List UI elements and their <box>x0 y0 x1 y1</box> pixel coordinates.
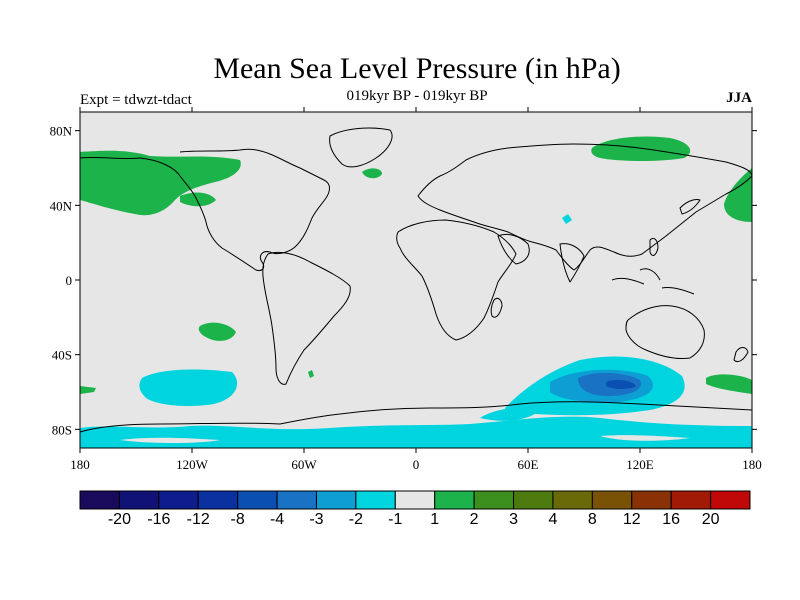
y-tick-label: 80S <box>52 422 72 437</box>
experiment-label: Expt = tdwzt-tdact <box>80 92 192 108</box>
anomaly-south-indian-center <box>606 379 636 389</box>
x-tick-label: 120E <box>626 457 654 472</box>
colorbar-label: 12 <box>623 511 641 528</box>
colorbar-swatch <box>513 490 554 510</box>
colorbar-label: -3 <box>309 511 323 528</box>
x-tick-label: 0 <box>413 457 420 472</box>
map-title: Mean Sea Level Pressure (in hPa) <box>213 52 621 85</box>
anomaly-south-pacific <box>139 369 238 406</box>
coast-arabia <box>497 233 530 265</box>
anomaly-southeast-pacific <box>198 322 236 341</box>
map-subtitle: 019kyr BP - 019kyr BP <box>346 88 488 104</box>
colorbar-label: -12 <box>187 511 210 528</box>
colorbar-swatch <box>315 490 357 510</box>
x-tick-label: 60W <box>291 457 317 472</box>
anomaly-green-spot <box>80 386 96 394</box>
y-axis: 80N 40N 0 40S 80S <box>50 124 757 437</box>
coastlines <box>80 127 752 433</box>
anomaly-near-new-zealand <box>706 374 752 394</box>
coast-greenland <box>329 127 393 168</box>
colorbar-swatch <box>79 490 120 510</box>
colorbar: -20 -16 -12 -8 -4 -3 -2 -1 1 2 3 4 8 12 16 20 <box>79 490 751 528</box>
y-tick-label: 0 <box>66 273 73 288</box>
colorbar-swatch <box>552 490 593 510</box>
colorbar-label: 3 <box>509 511 518 528</box>
colorbar-swatch <box>197 490 239 510</box>
colorbar-label: 4 <box>548 511 557 528</box>
anomaly-western-north-pacific <box>724 168 752 222</box>
anomaly-green-spot <box>362 168 382 179</box>
anomaly-antarctic-gap <box>120 437 220 443</box>
y-tick-label: 40N <box>50 198 73 213</box>
season-label: JJA <box>726 90 752 106</box>
anomaly-south-indian-west <box>480 408 540 421</box>
coast-south-america <box>262 251 351 385</box>
coast-antarctica <box>80 401 752 433</box>
coast-australia <box>625 305 705 359</box>
coast-philippines <box>649 237 659 256</box>
anomaly-layer <box>80 136 752 448</box>
colorbar-label: -8 <box>231 511 245 528</box>
colorbar-swatch <box>710 490 751 510</box>
colorbar-swatch <box>355 490 396 510</box>
colorbar-label: 2 <box>470 511 479 528</box>
anomaly-arctic-siberia <box>591 136 691 161</box>
colorbar-label: 1 <box>430 511 439 528</box>
colorbar-label: -2 <box>349 511 363 528</box>
colorbar-swatch <box>670 490 712 510</box>
colorbar-label: -1 <box>388 511 402 528</box>
colorbar-swatch <box>394 490 436 510</box>
coast-madagascar <box>490 297 503 318</box>
colorbar-label: 20 <box>702 511 720 528</box>
x-tick-label: 120W <box>176 457 209 472</box>
x-axis: 180 120W 60W 0 60E 120E 180 <box>70 107 762 472</box>
y-tick-label: 80N <box>50 124 73 139</box>
anomaly-antarctic-band <box>80 416 752 448</box>
colorbar-swatch <box>473 490 515 510</box>
coast-indonesia <box>611 268 695 295</box>
coast-africa <box>396 219 517 341</box>
coast-india <box>559 243 585 283</box>
anomaly-north-pacific-lobe <box>180 192 216 207</box>
anomaly-cyan-spot <box>562 214 572 224</box>
y-tick-label: 40S <box>52 348 72 363</box>
coast-north-america <box>80 148 330 271</box>
colorbar-label: 16 <box>662 511 680 528</box>
colorbar-label: -20 <box>108 511 131 528</box>
coast-new-zealand <box>733 347 749 363</box>
colorbar-swatch <box>591 490 633 510</box>
colorbar-swatch <box>237 490 278 510</box>
colorbar-label: -4 <box>270 511 284 528</box>
colorbar-swatch <box>631 490 672 510</box>
colorbar-swatch <box>434 490 475 510</box>
x-tick-label: 180 <box>742 457 762 472</box>
x-tick-label: 60E <box>518 457 539 472</box>
colorbar-swatch <box>276 490 317 510</box>
colorbar-label: 8 <box>588 511 597 528</box>
colorbar-swatch <box>118 490 160 510</box>
anomaly-antarctic-gap <box>600 435 690 441</box>
anomaly-green-spot <box>308 370 314 378</box>
anomaly-north-pacific <box>80 150 241 216</box>
coast-japan <box>679 199 701 215</box>
anomaly-cyan-spot <box>470 432 494 439</box>
colorbar-label: -16 <box>147 511 170 528</box>
colorbar-swatch <box>158 490 199 510</box>
x-tick-label: 180 <box>70 457 90 472</box>
